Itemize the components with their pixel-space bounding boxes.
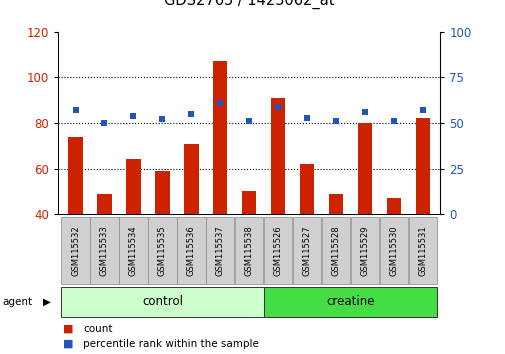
Text: GSM115528: GSM115528	[331, 225, 340, 276]
Point	[360, 109, 368, 115]
Bar	[90, 217, 119, 284]
Bar	[263, 287, 436, 317]
Text: ▶: ▶	[42, 297, 50, 307]
Point	[187, 111, 195, 117]
Point	[274, 104, 282, 109]
Text: GSM115531: GSM115531	[418, 225, 427, 276]
Bar	[292, 217, 321, 284]
Point	[100, 120, 109, 126]
Text: GSM115533: GSM115533	[100, 225, 109, 276]
Text: count: count	[83, 324, 113, 333]
Text: GSM115526: GSM115526	[273, 225, 282, 276]
Point	[216, 100, 224, 106]
Bar	[408, 217, 436, 284]
Point	[418, 107, 426, 113]
Text: percentile rank within the sample: percentile rank within the sample	[83, 339, 259, 349]
Text: GSM115537: GSM115537	[215, 225, 224, 276]
Text: GSM115530: GSM115530	[389, 225, 397, 276]
Bar	[321, 217, 349, 284]
Bar	[264, 217, 292, 284]
Text: GSM115538: GSM115538	[244, 225, 253, 276]
Bar	[328, 194, 342, 305]
Bar	[241, 192, 256, 305]
Bar	[68, 137, 83, 305]
Bar	[148, 217, 176, 284]
Bar	[270, 98, 285, 305]
Point	[302, 115, 311, 120]
Point	[158, 116, 166, 122]
Bar	[97, 194, 112, 305]
Point	[245, 118, 253, 124]
Bar	[379, 217, 408, 284]
Bar	[357, 123, 372, 305]
Bar	[415, 119, 429, 305]
Bar	[177, 217, 205, 284]
Bar	[350, 217, 378, 284]
Text: GSM115529: GSM115529	[360, 225, 369, 276]
Point	[331, 118, 339, 124]
Text: ■: ■	[63, 339, 74, 349]
Text: GSM115534: GSM115534	[129, 225, 138, 276]
Point	[129, 113, 137, 119]
Text: creatine: creatine	[326, 295, 374, 308]
Bar	[213, 62, 227, 305]
Bar	[119, 217, 147, 284]
Bar	[234, 217, 263, 284]
Bar	[61, 287, 263, 317]
Text: GDS2765 / 1423062_at: GDS2765 / 1423062_at	[164, 0, 334, 9]
Text: GSM115527: GSM115527	[302, 225, 311, 276]
Bar	[206, 217, 234, 284]
Bar	[184, 143, 198, 305]
Bar	[126, 159, 140, 305]
Bar	[61, 217, 89, 284]
Text: agent: agent	[3, 297, 33, 307]
Text: GSM115536: GSM115536	[186, 225, 195, 276]
Bar	[386, 198, 400, 305]
Text: GSM115535: GSM115535	[158, 225, 167, 276]
Text: control: control	[141, 295, 182, 308]
Bar	[299, 164, 314, 305]
Point	[389, 118, 397, 124]
Bar	[155, 171, 169, 305]
Text: GSM115532: GSM115532	[71, 225, 80, 276]
Point	[71, 107, 79, 113]
Text: ■: ■	[63, 324, 74, 333]
